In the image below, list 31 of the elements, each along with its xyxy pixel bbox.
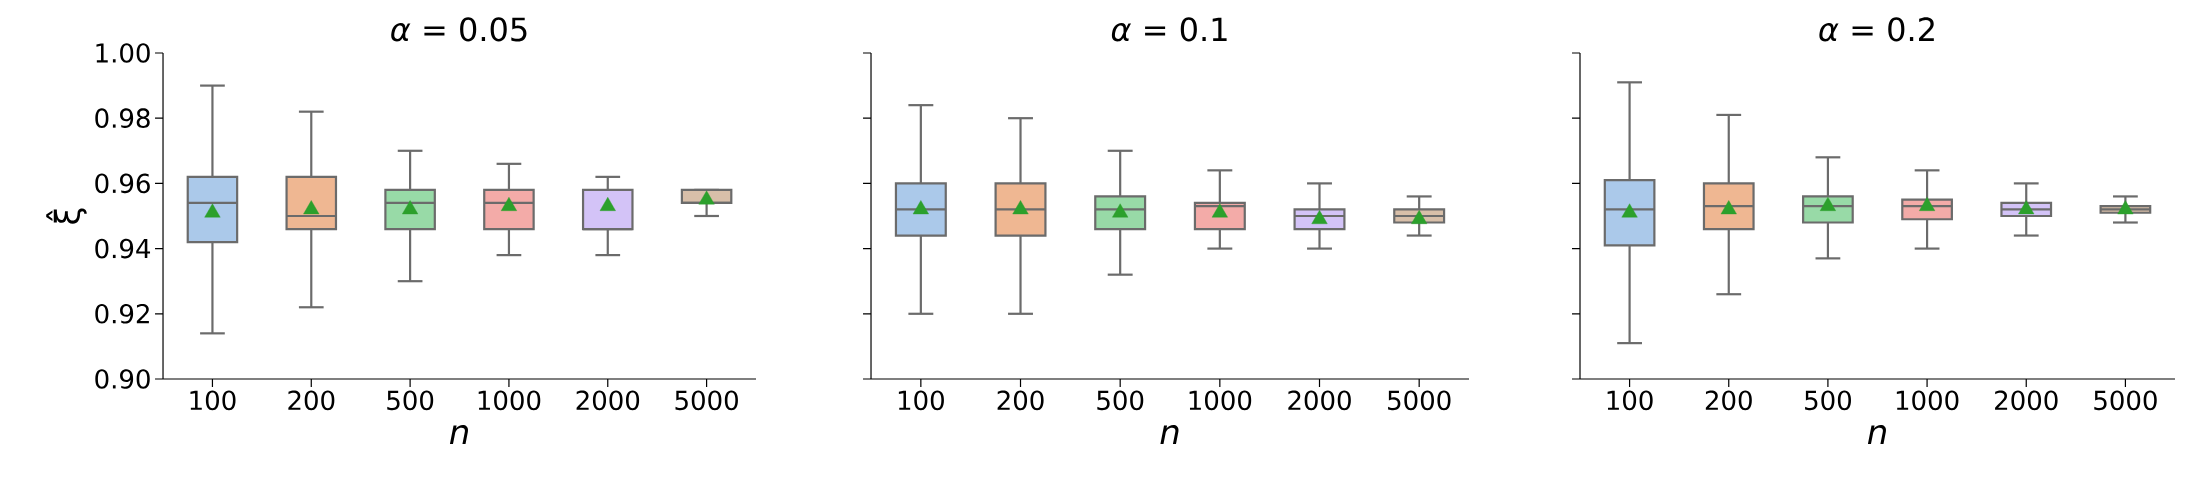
y-tick-label: 0.94: [95, 238, 151, 259]
x-axis-title: n: [1160, 425, 1179, 445]
chart-title: α = 0.2: [1819, 17, 1934, 42]
x-tick-label: 500: [1097, 390, 1144, 411]
chart-title: α = 0.1: [1111, 17, 1227, 42]
x-axis-title: n: [449, 425, 468, 445]
y-tick-label: 0.92: [95, 303, 149, 324]
x-tick-label: 200: [997, 390, 1044, 411]
x-axis-title: n: [1867, 425, 1886, 445]
x-tick-label: 500: [387, 390, 434, 411]
x-tick-label: 1000: [1896, 390, 1959, 411]
y-tick-label: 0.98: [95, 108, 150, 129]
x-tick-label: 1000: [1189, 390, 1252, 411]
x-tick-label: 5000: [675, 390, 738, 411]
x-tick-label: 100: [1607, 390, 1653, 411]
x-tick-label: 2000: [1995, 390, 2058, 411]
x-tick-label: 100: [898, 390, 944, 411]
x-tick-label: 1000: [478, 390, 541, 411]
chart-title: α = 0.05: [391, 17, 527, 42]
x-tick-label: 5000: [2094, 390, 2157, 411]
x-tick-label: 2000: [576, 390, 640, 411]
y-axis-title: ξ̂: [46, 208, 87, 224]
y-tick-label: 0.96: [95, 173, 150, 194]
x-tick-label: 200: [1705, 390, 1752, 411]
y-tick-label: 1.00: [96, 43, 150, 63]
x-tick-label: 200: [288, 390, 335, 411]
x-tick-label: 2000: [1288, 390, 1351, 411]
y-tick-label: 0.90: [95, 369, 150, 389]
x-tick-label: 100: [190, 390, 236, 411]
x-tick-label: 5000: [1388, 390, 1451, 411]
x-tick-label: 500: [1805, 390, 1851, 411]
